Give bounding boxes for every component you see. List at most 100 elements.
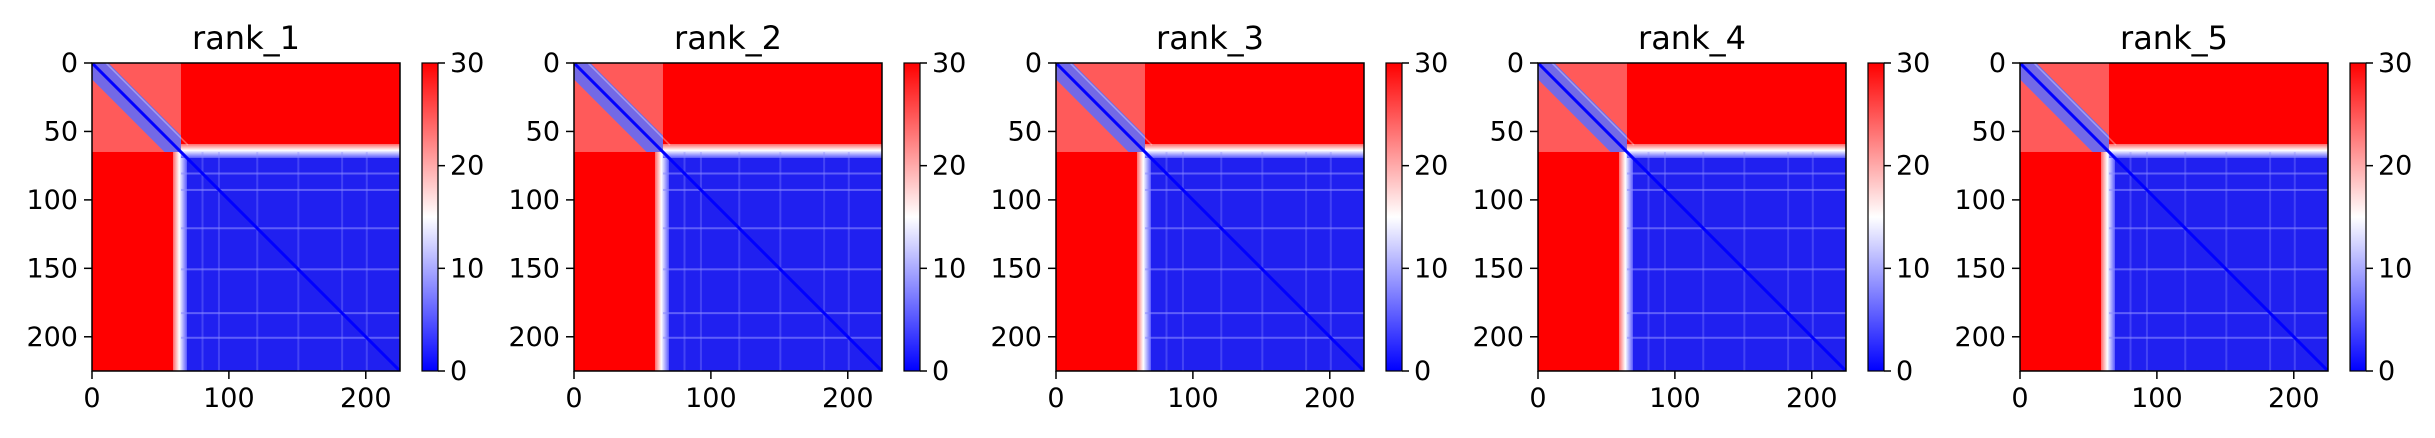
heatmap-stripe (847, 151, 850, 371)
heatmap-frame (573, 62, 883, 372)
x-tick-label: 100 (1167, 383, 1219, 414)
colorbar-tick-label: 30 (450, 48, 484, 79)
heatmap-stripe (217, 151, 220, 371)
y-tick-label: 200 (990, 322, 1042, 353)
y-tick-label: 50 (1490, 116, 1524, 147)
heatmap-stripe (201, 151, 204, 371)
heatmap-boundary-horizontal (1144, 143, 1364, 158)
heatmap-stripe (1647, 151, 1650, 371)
colorbar-tick-label: 10 (1414, 253, 1448, 284)
colorbar-tick-label: 20 (1896, 151, 1930, 182)
x-tick-label: 0 (2011, 383, 2028, 414)
y-tick-label: 150 (26, 253, 78, 284)
heatmap-boundary-vertical (1618, 151, 1633, 371)
heatmap-stripe (2108, 188, 2328, 191)
heatmap-stripe (662, 227, 882, 230)
heatmap-diagonal (1056, 63, 1364, 371)
heatmap-stripe (2184, 151, 2187, 371)
colorbar-tick-label: 0 (932, 356, 949, 387)
heatmap-diagonal (1538, 63, 1846, 371)
y-tick-label: 150 (1472, 253, 1524, 284)
y-tick-label: 200 (508, 322, 560, 353)
heatmap-image (574, 63, 882, 371)
heatmap-frame (91, 62, 401, 372)
heatmap-stripe (2225, 151, 2228, 371)
x-tick-label: 200 (340, 383, 392, 414)
y-tick-label: 0 (1507, 48, 1524, 79)
y-tick-label: 0 (1025, 48, 1042, 79)
x-tick-label: 200 (1304, 383, 1356, 414)
colorbar-tick-label: 30 (932, 48, 966, 79)
heatmap-stripe (256, 151, 259, 371)
heatmap-diagonal (2020, 63, 2328, 371)
colorbar-frame (421, 62, 439, 372)
heatmap-diagonal-edge (586, 63, 671, 146)
heatmap-diagonal-edge (104, 63, 189, 146)
heatmap-stripe (180, 227, 400, 230)
heatmap-stripe (699, 151, 702, 371)
y-tick-label: 50 (44, 116, 78, 147)
heatmap-stripe (662, 268, 882, 271)
heatmap-stripe (1663, 151, 1666, 371)
x-tick-label: 0 (83, 383, 100, 414)
heatmap-boundary-horizontal (2108, 143, 2328, 158)
x-tick-label: 0 (1529, 383, 1546, 414)
heatmap-stripe (738, 151, 741, 371)
heatmap-image (1538, 63, 1846, 371)
heatmap-stripe (1626, 172, 1846, 175)
heatmap-stripe (1144, 268, 1364, 271)
heatmap-stripe (823, 151, 826, 371)
heatmap-boundary-horizontal (1626, 143, 1846, 158)
heatmap-stripe (1626, 188, 1846, 191)
heatmap-image (1056, 63, 1364, 371)
heatmap-stripe (1787, 151, 1790, 371)
heatmap-stripe (1144, 336, 1364, 339)
heatmap-stripe (1811, 151, 1814, 371)
y-tick-label: 100 (990, 185, 1042, 216)
colorbar-tick-label: 20 (932, 151, 966, 182)
heatmap-frame (1537, 62, 1847, 372)
x-tick-label: 0 (1047, 383, 1064, 414)
heatmap-stripe (180, 312, 400, 315)
colorbar-tick-label: 20 (2378, 151, 2412, 182)
y-tick-label: 150 (990, 253, 1042, 284)
heatmap-boundary-vertical (2100, 151, 2115, 371)
y-tick-label: 50 (1972, 116, 2006, 147)
colorbar (1386, 63, 1402, 371)
panel-title: rank_1 (192, 19, 300, 57)
heatmap-stripe (2108, 336, 2328, 339)
y-tick-label: 50 (526, 116, 560, 147)
x-tick-label: 200 (822, 383, 874, 414)
heatmap-frame (1055, 62, 1365, 372)
y-tick-label: 0 (543, 48, 560, 79)
heatmap-image (92, 63, 400, 371)
y-tick-label: 0 (61, 48, 78, 79)
heatmap-stripe (341, 151, 344, 371)
y-tick-label: 150 (1954, 253, 2006, 284)
panel-title: rank_2 (674, 19, 782, 57)
x-tick-label: 100 (685, 383, 737, 414)
x-tick-label: 100 (2131, 383, 2183, 414)
colorbar (2350, 63, 2366, 371)
heatmap-stripe (1702, 151, 1705, 371)
colorbar-tick-label: 20 (450, 151, 484, 182)
colorbar-tick-label: 0 (1414, 356, 1431, 387)
colorbar-frame (1385, 62, 1403, 372)
y-tick-label: 150 (508, 253, 560, 284)
heatmap-stripe (1144, 312, 1364, 315)
x-tick-label: 100 (1649, 383, 1701, 414)
x-tick-label: 100 (203, 383, 255, 414)
x-tick-label: 0 (565, 383, 582, 414)
heatmap-stripe (180, 188, 400, 191)
colorbar (422, 63, 438, 371)
heatmap-stripe (1626, 227, 1846, 230)
heatmap-stripe (1144, 172, 1364, 175)
heatmap-stripe (1626, 268, 1846, 271)
heatmap-boundary-vertical (1136, 151, 1151, 371)
heatmap-diagonal (574, 63, 882, 371)
y-tick-label: 0 (1989, 48, 2006, 79)
